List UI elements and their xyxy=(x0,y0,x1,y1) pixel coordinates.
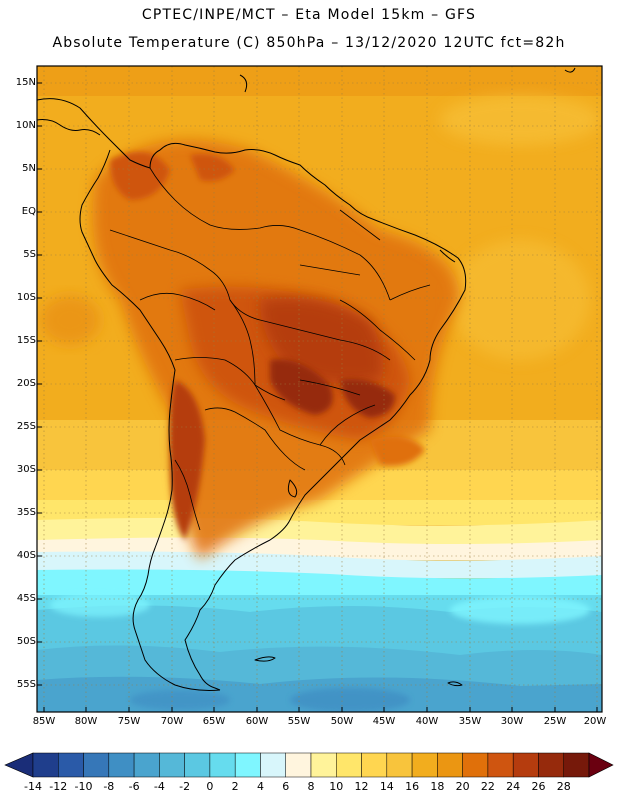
lon-label: 45W xyxy=(372,716,396,727)
colorbar-swatch xyxy=(336,752,362,778)
map-frame xyxy=(36,65,603,713)
colorbar-swatch xyxy=(184,752,211,778)
colorbar-label: 26 xyxy=(531,780,546,793)
lon-label: 65W xyxy=(202,716,226,727)
colorbar-label: 18 xyxy=(430,780,445,793)
lon-label: 50W xyxy=(330,716,354,727)
coastlines xyxy=(37,67,576,691)
lat-label: 35S xyxy=(16,507,36,518)
country-borders xyxy=(109,167,431,531)
colorbar-label: 24 xyxy=(506,780,521,793)
lat-label: 30S xyxy=(16,464,36,475)
colorbar-swatch xyxy=(310,752,337,778)
colorbar-swatch xyxy=(487,752,514,778)
lat-label: 55S xyxy=(16,679,36,690)
colorbar-swatch xyxy=(159,752,185,778)
colorbar-label: 2 xyxy=(231,780,239,793)
colorbar-label: -2 xyxy=(179,780,191,793)
colorbar-swatch xyxy=(133,752,160,778)
lat-label: EQ xyxy=(21,206,36,217)
colorbar-low-arrow xyxy=(4,752,34,778)
colorbar-swatch xyxy=(361,752,388,778)
lon-label: 30W xyxy=(500,716,524,727)
lat-label: 45S xyxy=(16,593,36,604)
lat-label: 5N xyxy=(22,163,36,174)
colorbar-label: 6 xyxy=(282,780,290,793)
colorbar-label: 16 xyxy=(405,780,420,793)
title-line-1: CPTEC/INPE/MCT – Eta Model 15km – GFS xyxy=(141,7,477,23)
colorbar-swatch xyxy=(437,752,463,778)
axis-ticks xyxy=(37,82,598,712)
colorbar-swatch xyxy=(462,752,489,778)
lon-label: 40W xyxy=(415,716,439,727)
lat-label: 20S xyxy=(16,378,36,389)
lat-label: 40S xyxy=(16,550,36,561)
colorbar-swatch xyxy=(83,752,110,778)
colorbar-label: -10 xyxy=(74,780,93,793)
colorbar-swatch xyxy=(260,752,286,778)
lon-label: 75W xyxy=(117,716,141,727)
colorbar-label: 10 xyxy=(329,780,344,793)
lat-label: 15N xyxy=(15,77,36,88)
lon-label: 55W xyxy=(287,716,311,727)
colorbar-label: -6 xyxy=(128,780,140,793)
colorbar-swatch xyxy=(285,752,312,778)
colorbar-label: 4 xyxy=(256,780,264,793)
colorbar-label: -14 xyxy=(24,780,42,793)
lon-label: 80W xyxy=(74,716,98,727)
colorbar-label: 14 xyxy=(379,780,394,793)
colorbar-swatch xyxy=(411,752,438,778)
colorbar-label: 28 xyxy=(556,780,571,793)
colorbar-swatch xyxy=(512,752,539,778)
title-line-2: Absolute Temperature (C) 850hPa – 13/12/… xyxy=(52,35,566,51)
colorbar xyxy=(4,752,614,778)
colorbar-swatch xyxy=(563,752,590,778)
colorbar-label: -8 xyxy=(103,780,115,793)
colorbar-swatch xyxy=(108,752,135,778)
lon-label: 25W xyxy=(543,716,567,727)
lon-label: 70W xyxy=(160,716,184,727)
colorbar-label: 20 xyxy=(455,780,470,793)
colorbar-label: 22 xyxy=(480,780,495,793)
colorbar-label: 12 xyxy=(354,780,369,793)
colorbar-swatch xyxy=(209,752,236,778)
lon-label: 85W xyxy=(32,716,56,727)
temperature-field xyxy=(37,66,602,712)
colorbar-swatch xyxy=(32,752,59,778)
lat-label: 15S xyxy=(16,335,36,346)
colorbar-high-arrow xyxy=(588,752,614,778)
lon-label: 60W xyxy=(245,716,269,727)
colorbar-label: -4 xyxy=(153,780,165,793)
colorbar-label: -12 xyxy=(49,780,68,793)
colorbar-swatch xyxy=(234,752,261,778)
colorbar-swatch xyxy=(538,752,564,778)
lat-label: 5S xyxy=(23,249,36,260)
lat-label: 10S xyxy=(16,292,36,303)
lon-label: 20W xyxy=(583,716,607,727)
colorbar-swatch xyxy=(58,752,84,778)
colorbar-swatch xyxy=(386,752,413,778)
colorbar-label: 0 xyxy=(206,780,214,793)
lat-label: 50S xyxy=(16,636,36,647)
lon-label: 35W xyxy=(458,716,482,727)
lat-label: 10N xyxy=(15,120,36,131)
lat-label: 25S xyxy=(16,421,36,432)
colorbar-label: 8 xyxy=(307,780,315,793)
